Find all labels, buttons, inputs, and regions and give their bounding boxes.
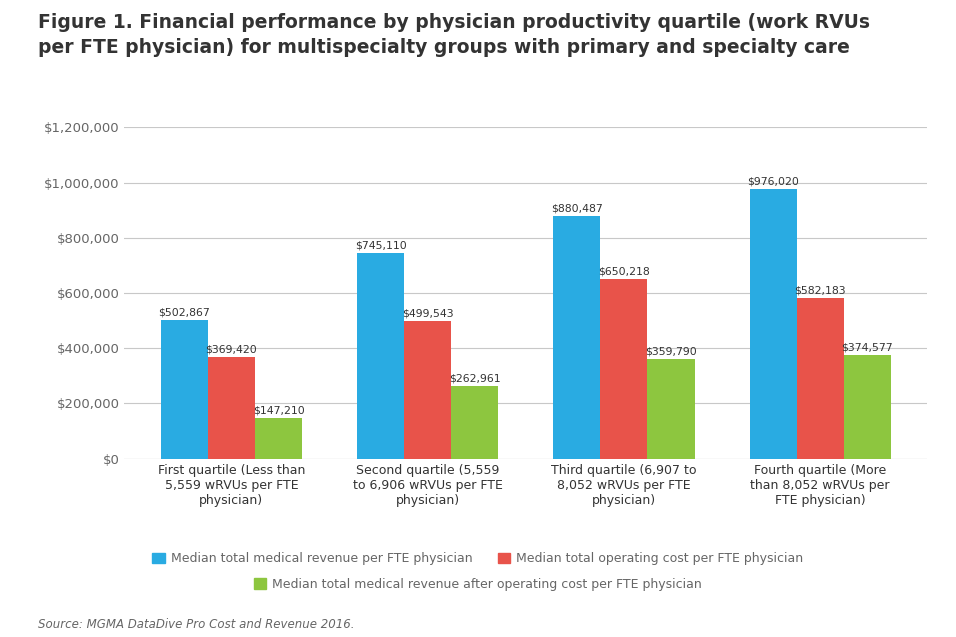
Bar — [844, 355, 891, 459]
Text: $369,420: $369,420 — [206, 344, 257, 354]
Bar — [750, 189, 796, 459]
Bar — [647, 359, 695, 459]
Text: $650,218: $650,218 — [598, 267, 650, 276]
Text: $374,577: $374,577 — [841, 343, 893, 353]
Text: Figure 1. Financial performance by physician productivity quartile (work RVUs
pe: Figure 1. Financial performance by physi… — [38, 13, 870, 57]
Text: $502,867: $502,867 — [159, 307, 210, 317]
Bar — [554, 215, 600, 459]
Text: $582,183: $582,183 — [794, 285, 846, 296]
Bar — [404, 321, 451, 459]
Legend: Median total medical revenue per FTE physician, Median total operating cost per : Median total medical revenue per FTE phy… — [147, 547, 809, 570]
Text: $147,210: $147,210 — [252, 406, 304, 415]
Bar — [255, 418, 302, 459]
Legend: Median total medical revenue after operating cost per FTE physician: Median total medical revenue after opera… — [249, 573, 707, 596]
Bar — [796, 298, 844, 459]
Text: $880,487: $880,487 — [551, 203, 602, 213]
Bar — [161, 320, 207, 459]
Bar — [357, 253, 404, 459]
Text: $359,790: $359,790 — [645, 347, 697, 357]
Bar — [207, 357, 255, 459]
Text: $976,020: $976,020 — [748, 176, 799, 187]
Bar — [600, 279, 647, 459]
Bar — [451, 386, 498, 459]
Text: $499,543: $499,543 — [402, 308, 453, 318]
Text: $262,961: $262,961 — [449, 373, 501, 383]
Text: Source: MGMA DataDive Pro Cost and Revenue 2016.: Source: MGMA DataDive Pro Cost and Reven… — [38, 618, 355, 631]
Text: $745,110: $745,110 — [355, 241, 406, 250]
